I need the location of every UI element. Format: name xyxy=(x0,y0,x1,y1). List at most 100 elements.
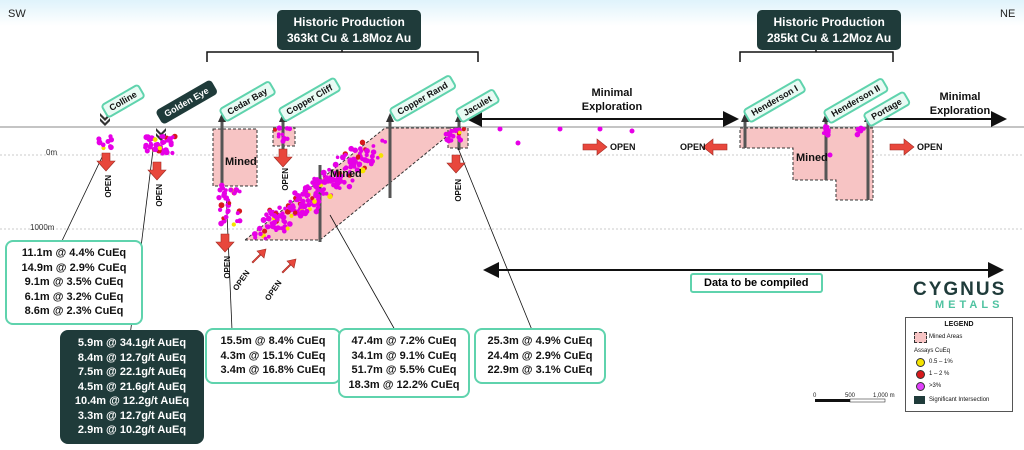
legend-mined-swatch xyxy=(914,332,927,343)
intercept-row: 5.9m @ 34.1g/t AuEq xyxy=(77,337,187,349)
assay-point xyxy=(352,164,357,169)
legend-swatch-magenta xyxy=(916,382,925,391)
assay-point xyxy=(320,179,327,185)
scale-bar xyxy=(815,398,886,403)
assay-point xyxy=(276,125,283,131)
open-label-east-2: OPEN xyxy=(680,142,706,152)
open-label-east-1: OPEN xyxy=(610,142,636,152)
intercept-row: 47.4m @ 7.2% CuEq xyxy=(351,335,457,347)
assay-point xyxy=(221,192,227,199)
assay-point xyxy=(348,164,354,170)
intercepts-cedar-bay: 15.5m @ 8.4% CuEq 4.3m @ 15.1% CuEq 3.4m… xyxy=(205,328,341,384)
assay-point xyxy=(287,221,293,227)
assay-point xyxy=(313,192,319,199)
assay-point xyxy=(497,126,503,132)
intercept-row: 25.3m @ 4.9% CuEq xyxy=(487,335,593,347)
assay-point xyxy=(164,149,169,155)
assay-point xyxy=(300,191,306,197)
assay-point xyxy=(354,167,361,173)
assay-point xyxy=(327,167,332,172)
open-label-golden-eye: OPEN xyxy=(155,184,164,207)
assay-point xyxy=(227,201,232,205)
assay-point xyxy=(307,186,312,191)
legend-assay-mid: 1 – 2 % xyxy=(929,371,950,377)
historic-title: Historic Production xyxy=(773,15,885,29)
assay-point xyxy=(170,150,175,156)
assay-point xyxy=(295,193,300,198)
assay-point xyxy=(347,173,352,178)
assay-point xyxy=(316,204,321,209)
assay-point xyxy=(371,144,376,148)
direction-sw: SW xyxy=(8,8,26,20)
assay-point xyxy=(337,178,344,185)
intercept-row: 15.5m @ 8.4% CuEq xyxy=(220,335,326,347)
intercepts-colline: 11.1m @ 4.4% CuEq 14.9m @ 2.9% CuEq 9.1m… xyxy=(5,240,143,325)
scale-label-500: 500 xyxy=(845,393,856,399)
assay-point xyxy=(287,126,293,132)
assay-point xyxy=(219,182,225,189)
assay-point xyxy=(380,138,385,143)
assay-point xyxy=(231,222,236,227)
intercept-row: 6.1m @ 3.2% CuEq xyxy=(24,290,124,303)
open-label-jaculet: OPEN xyxy=(454,179,463,202)
intercept-row: 3.3m @ 12.7g/t AuEq xyxy=(77,409,187,422)
assay-point xyxy=(217,187,223,193)
assay-point xyxy=(237,189,242,194)
assay-point xyxy=(315,179,322,186)
assay-point xyxy=(295,197,300,203)
legend-significant-label: Significant Intersection xyxy=(929,397,990,403)
assay-point xyxy=(143,145,148,150)
historic-production-east: Historic Production 285kt Cu & 1.2Moz Au xyxy=(757,10,902,50)
assay-point xyxy=(597,126,603,132)
assay-point xyxy=(258,231,263,237)
assay-point xyxy=(283,206,287,211)
assay-point xyxy=(340,154,346,161)
assay-point xyxy=(557,126,563,132)
assay-point xyxy=(351,156,357,162)
open-label-cedar-bay: OPEN xyxy=(223,256,232,279)
assay-point xyxy=(332,161,339,168)
assay-point xyxy=(343,165,349,171)
assay-point xyxy=(285,226,290,231)
intercept-row: 4.5m @ 21.6g/t AuEq xyxy=(77,380,187,393)
assay-point xyxy=(368,161,374,167)
assay-point xyxy=(365,158,371,164)
mined-label-cedar-bay: Mined xyxy=(225,156,257,168)
intercept-row: 8.4m @ 12.7g/t AuEq xyxy=(77,351,187,364)
assay-point xyxy=(160,139,166,146)
assay-point xyxy=(288,199,293,204)
assay-point xyxy=(443,131,449,137)
assay-point xyxy=(298,203,304,209)
assay-point xyxy=(629,128,635,134)
historic-bracket-west xyxy=(206,51,479,62)
direction-ne: NE xyxy=(1000,8,1016,20)
assay-point xyxy=(827,152,833,158)
assay-point xyxy=(854,131,861,138)
assay-point xyxy=(515,140,521,146)
mined-label-henderson: Mined xyxy=(796,152,828,164)
assay-point xyxy=(228,187,234,193)
intercepts-golden-eye: 5.9m @ 34.1g/t AuEq 8.4m @ 12.7g/t AuEq … xyxy=(60,330,204,444)
assay-point xyxy=(346,183,353,190)
assay-point xyxy=(823,127,829,133)
intercept-row: 24.4m @ 2.9% CuEq xyxy=(487,349,593,362)
assay-point xyxy=(157,145,163,151)
intercept-row: 34.1m @ 9.1% CuEq xyxy=(351,349,457,362)
assay-point xyxy=(217,207,223,212)
assay-point xyxy=(323,175,329,181)
assay-point xyxy=(148,141,153,146)
scale-label-1000: 1,000 m xyxy=(873,393,895,399)
intercept-row: 18.3m @ 12.2% CuEq xyxy=(348,378,460,391)
assay-point xyxy=(280,138,286,144)
assay-point xyxy=(256,225,263,232)
assay-point xyxy=(284,208,291,215)
assay-point xyxy=(264,212,269,218)
assay-point xyxy=(152,146,159,153)
assay-point xyxy=(260,217,267,223)
assay-point xyxy=(146,136,153,143)
open-label-east-3: OPEN xyxy=(917,142,943,152)
assay-point xyxy=(352,147,358,153)
assay-point xyxy=(253,235,258,240)
assay-point xyxy=(281,228,287,234)
